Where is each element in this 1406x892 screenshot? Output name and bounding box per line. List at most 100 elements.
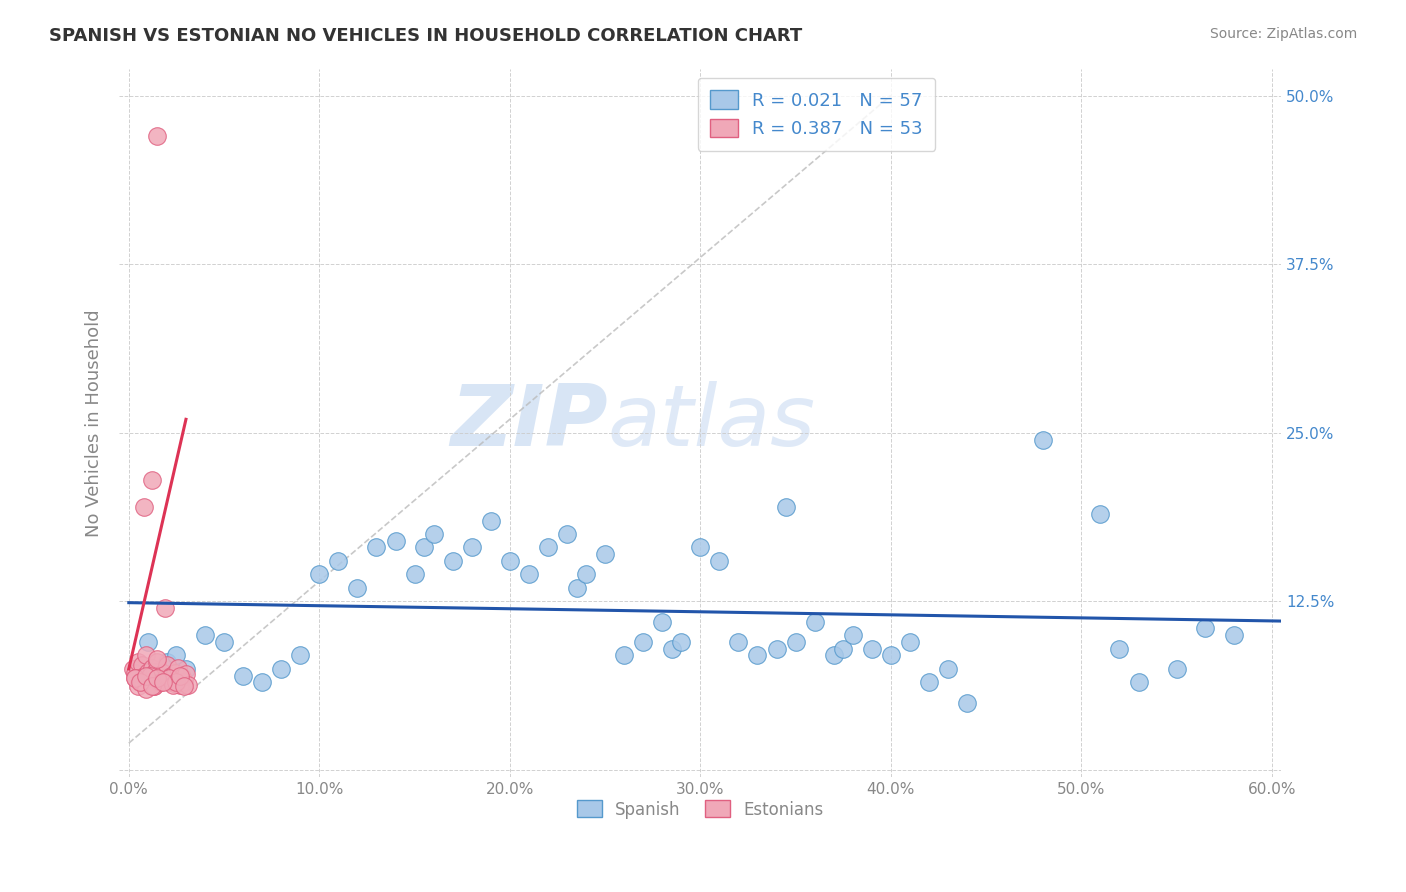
Point (167, 660, 190, 674)
Point (404, 567, 426, 582)
Legend: Spanish, Estonians: Spanish, Estonians (569, 794, 831, 825)
Point (172, 670, 194, 684)
Point (135, 648, 157, 663)
Point (651, 615, 673, 629)
Point (727, 635, 749, 649)
Point (141, 680, 163, 694)
Y-axis label: No Vehicles in Household: No Vehicles in Household (86, 309, 103, 536)
Point (709, 554, 731, 568)
Point (136, 635, 159, 649)
Point (1128, 675, 1150, 690)
Point (165, 648, 187, 663)
Point (131, 675, 153, 690)
Point (671, 635, 693, 649)
Point (346, 581, 368, 595)
Point (936, 662, 959, 676)
Point (135, 668, 157, 682)
Point (146, 128, 169, 143)
Point (136, 665, 159, 679)
Point (135, 682, 157, 697)
Point (165, 675, 187, 690)
Point (956, 696, 979, 710)
Point (661, 641, 683, 656)
Point (177, 678, 200, 692)
Point (565, 581, 588, 595)
Point (413, 541, 436, 555)
Point (124, 672, 146, 686)
Point (162, 674, 184, 689)
Point (270, 662, 292, 676)
Point (613, 648, 636, 663)
Point (127, 680, 149, 694)
Point (169, 668, 191, 682)
Point (152, 675, 174, 690)
Point (173, 675, 195, 690)
Point (139, 672, 162, 686)
Point (169, 678, 191, 692)
Point (150, 675, 173, 690)
Point (803, 615, 825, 629)
Point (290, 648, 312, 663)
Point (384, 533, 406, 548)
Point (499, 554, 522, 568)
Point (129, 675, 152, 690)
Point (1166, 662, 1188, 676)
Point (141, 660, 163, 674)
Text: Source: ZipAtlas.com: Source: ZipAtlas.com (1209, 27, 1357, 41)
Point (174, 662, 197, 676)
Point (142, 680, 165, 694)
Point (366, 541, 388, 555)
Point (131, 657, 153, 672)
Point (441, 554, 464, 568)
Point (461, 541, 484, 555)
Point (139, 668, 162, 682)
Point (156, 657, 179, 672)
Point (1090, 507, 1112, 521)
Point (146, 652, 169, 666)
Point (785, 635, 807, 649)
Point (150, 668, 173, 682)
Point (146, 672, 169, 686)
Point (1194, 622, 1216, 636)
Point (146, 655, 169, 669)
Point (775, 500, 797, 514)
Point (860, 641, 883, 656)
Point (898, 635, 921, 649)
Point (212, 635, 235, 649)
Point (132, 668, 155, 682)
Point (1223, 628, 1246, 642)
Point (159, 668, 181, 682)
Point (165, 677, 187, 691)
Point (765, 641, 787, 656)
Point (156, 655, 179, 669)
Point (173, 680, 195, 694)
Point (132, 500, 155, 514)
Text: atlas: atlas (607, 381, 815, 464)
Point (689, 541, 711, 555)
Point (124, 665, 146, 680)
Point (1032, 433, 1054, 447)
Point (142, 680, 165, 694)
Point (537, 541, 560, 555)
Point (575, 567, 598, 582)
Point (823, 648, 845, 663)
Point (152, 665, 174, 680)
Point (124, 672, 146, 686)
Point (127, 655, 149, 669)
Point (121, 662, 143, 676)
Text: ZIP: ZIP (450, 381, 607, 464)
Point (125, 672, 148, 686)
Point (308, 567, 330, 582)
Point (157, 672, 180, 686)
Point (157, 675, 180, 690)
Point (747, 648, 769, 663)
Point (593, 547, 616, 561)
Point (153, 672, 176, 686)
Point (422, 527, 444, 541)
Point (148, 675, 170, 690)
Point (832, 641, 855, 656)
Point (328, 554, 350, 568)
Point (918, 675, 941, 690)
Point (250, 675, 273, 690)
Point (163, 665, 186, 680)
